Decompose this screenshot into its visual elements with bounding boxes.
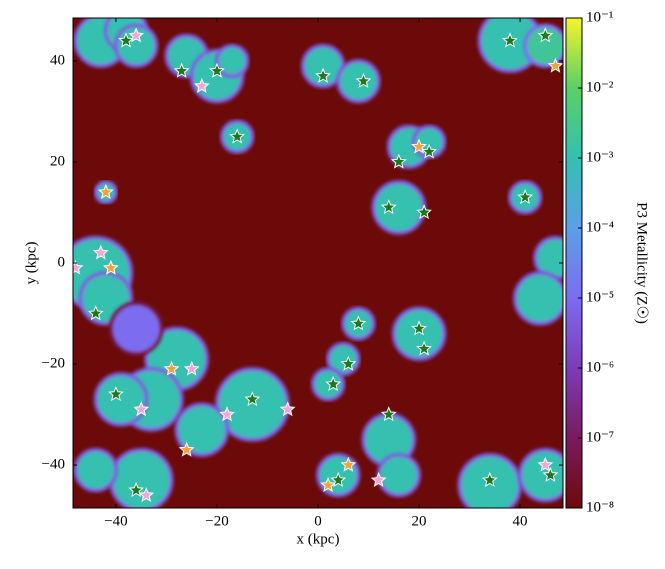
star-marker (87, 305, 104, 321)
star-marker (411, 320, 427, 336)
star-marker (92, 244, 109, 260)
metal-region (371, 180, 427, 235)
star-marker (183, 360, 200, 376)
star-marker (244, 391, 261, 407)
x-tick-label: −20 (205, 513, 228, 529)
y-tick-label: −20 (42, 355, 65, 371)
star-marker (502, 32, 518, 48)
star-marker (279, 401, 296, 417)
metal-region (523, 23, 563, 68)
plot-area (73, 18, 563, 508)
star-marker (355, 72, 372, 88)
star-marker (350, 315, 367, 331)
colorbar-label: P3 Metallicity (Z☉) (634, 202, 650, 324)
metal-region (376, 452, 422, 498)
star-marker (547, 57, 563, 73)
star-marker (390, 153, 407, 169)
y-tick-label: −40 (42, 456, 65, 472)
x-axis-label: x (kpc) (297, 531, 340, 547)
star-marker (370, 471, 387, 487)
y-tick-label: 0 (58, 254, 66, 270)
star-marker (325, 375, 342, 391)
star-marker (517, 188, 534, 205)
colorbar-tick-label: 10⁻³ (586, 149, 614, 165)
star-marker (481, 471, 498, 487)
background (73, 18, 563, 508)
star-marker (173, 62, 190, 78)
star-marker (138, 487, 155, 503)
x-tick-label: −40 (104, 513, 127, 529)
metal-region (108, 301, 164, 356)
star-marker (193, 77, 210, 93)
colorbar-tick-label: 10⁻⁴ (586, 219, 614, 235)
star-marker (340, 456, 357, 472)
colorbar-tick-label: 10⁻¹ (586, 9, 613, 25)
star-marker (118, 32, 134, 48)
metal-region (93, 372, 149, 427)
star-marker (315, 67, 331, 83)
x-tick-label: 20 (412, 513, 427, 529)
colorbar-tick-label: 10⁻⁶ (586, 359, 614, 375)
star-marker (537, 27, 554, 43)
star-marker (97, 184, 114, 199)
star-marker (229, 128, 246, 144)
star-marker (542, 466, 559, 482)
star-marker (320, 477, 337, 492)
metal-region (108, 447, 174, 508)
star-marker (380, 406, 397, 422)
star-marker (537, 456, 554, 472)
metal-region (391, 306, 447, 361)
star-marker (219, 406, 235, 422)
metal-region (174, 402, 230, 457)
star-marker (340, 355, 357, 371)
star-marker (209, 62, 225, 78)
x-tick-label: 40 (513, 513, 528, 529)
metal-region (214, 43, 250, 79)
metal-region (336, 58, 381, 104)
star-marker (178, 441, 195, 457)
colorbar-tick-label: 10⁻⁷ (586, 429, 614, 445)
x-tick-label: 0 (314, 513, 322, 529)
star-marker (421, 143, 438, 159)
colorbar-tick-label: 10⁻² (586, 79, 614, 95)
metal-region (310, 367, 346, 402)
star-marker (416, 204, 432, 220)
colorbar (565, 17, 583, 509)
metal-region (73, 447, 118, 493)
star-marker (128, 27, 145, 43)
star-marker (380, 199, 397, 215)
y-tick-label: 20 (50, 153, 65, 169)
star-marker (411, 138, 427, 154)
star-marker (133, 401, 150, 417)
y-tick-label: 40 (50, 52, 65, 68)
star-marker (73, 259, 84, 275)
y-axis-label: y (kpc) (23, 242, 39, 285)
star-marker (108, 385, 124, 402)
star-marker (163, 360, 180, 376)
metal-region (513, 271, 563, 326)
metal-region (457, 452, 523, 508)
star-marker (102, 259, 119, 275)
colorbar-tick-label: 10⁻⁸ (586, 499, 614, 515)
star-marker (416, 340, 432, 356)
colorbar-tick-label: 10⁻⁵ (586, 289, 614, 305)
